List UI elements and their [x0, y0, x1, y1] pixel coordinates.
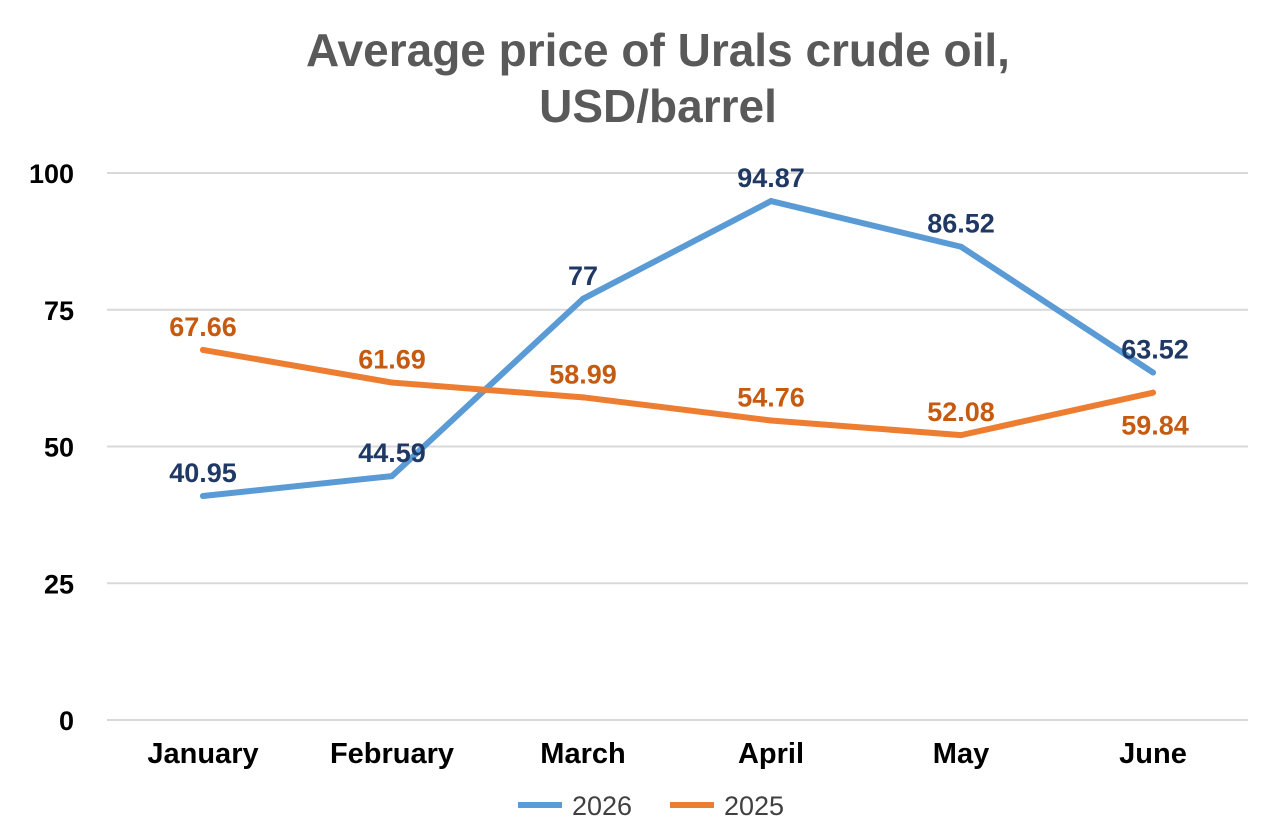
x-tick-label: June: [1119, 738, 1187, 770]
data-point: [580, 295, 586, 302]
data-label: 59.84: [1121, 411, 1189, 441]
data-label: 77: [568, 261, 598, 291]
x-tick-label: February: [330, 738, 454, 770]
x-tick-label: May: [933, 738, 989, 770]
data-label: 44.59: [358, 438, 426, 468]
series-line-2026: [200, 198, 1156, 500]
x-tick-label: March: [540, 738, 625, 770]
data-label: 58.99: [549, 359, 617, 389]
series-line-2025: [200, 346, 1156, 439]
data-point: [580, 394, 586, 401]
y-tick-label: 75: [44, 296, 74, 326]
y-tick-label: 50: [44, 433, 74, 463]
data-label: 52.08: [927, 397, 995, 427]
data-point: [958, 243, 964, 250]
data-label: 63.52: [1121, 335, 1189, 365]
data-label: 94.87: [737, 163, 805, 193]
data-point: [1150, 389, 1156, 396]
data-point: [200, 346, 206, 353]
y-tick-label: 100: [29, 159, 74, 189]
data-label: 61.69: [358, 345, 426, 375]
legend-label: 2025: [724, 791, 784, 821]
data-point: [768, 417, 774, 424]
data-label: 67.66: [169, 312, 237, 342]
data-label: 54.76: [737, 382, 805, 412]
legend-label: 2026: [572, 791, 632, 821]
data-label: 86.52: [927, 209, 995, 239]
x-tick-label: April: [738, 738, 804, 770]
gridlines: [107, 172, 1248, 721]
legend: 2026 2025: [518, 791, 784, 821]
chart-title: Average price of Urals crude oil, USD/ba…: [0, 22, 1264, 134]
y-axis: 0 25 50 75 100: [29, 159, 74, 736]
chart-title-line-1: Average price of Urals crude oil,: [306, 24, 1010, 76]
y-tick-label: 25: [44, 569, 74, 599]
data-point: [768, 198, 774, 205]
data-point: [958, 432, 964, 439]
series-lines: [200, 198, 1156, 500]
data-label: 40.95: [169, 458, 237, 488]
data-point: [389, 379, 395, 386]
y-tick-label: 0: [59, 706, 74, 736]
data-point: [1150, 369, 1156, 376]
chart-title-line-2: USD/barrel: [539, 80, 777, 132]
x-tick-label: January: [147, 738, 258, 770]
x-axis: January February March April May June: [147, 738, 1186, 770]
data-point: [200, 493, 206, 500]
data-labels: 40.95 44.59 77 94.87 86.52 63.52 67.66 61.69 58.…: [169, 163, 1189, 488]
data-point: [389, 473, 395, 480]
